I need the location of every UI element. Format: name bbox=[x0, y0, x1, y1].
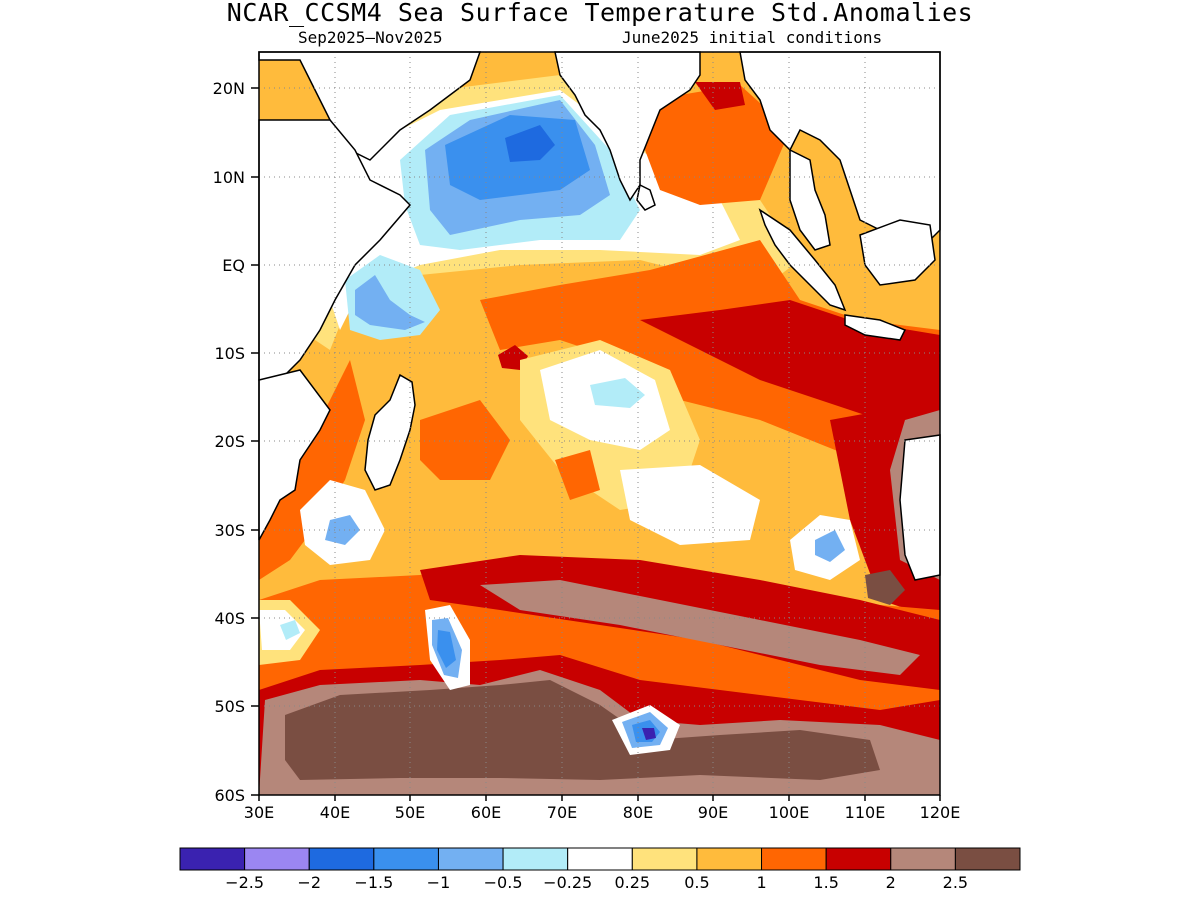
colorbar-label: −2.5 bbox=[225, 873, 264, 892]
plot-frame bbox=[258, 51, 941, 796]
lon-label: 30E bbox=[244, 803, 274, 822]
colorbar-swatch bbox=[761, 847, 827, 871]
colorbar-label: −0.5 bbox=[484, 873, 523, 892]
lat-label: 30S bbox=[214, 521, 245, 540]
lat-label: 40S bbox=[214, 609, 245, 628]
lon-label: 80E bbox=[623, 803, 653, 822]
graticule bbox=[259, 52, 940, 795]
colorbar-label: 2.5 bbox=[943, 873, 968, 892]
colorbar-label: −0.25 bbox=[543, 873, 592, 892]
india-land bbox=[554, 51, 701, 202]
colorbar-swatch bbox=[890, 847, 956, 871]
lat-label: 20S bbox=[214, 432, 245, 451]
lon-label: 70E bbox=[547, 803, 577, 822]
sumatra-land bbox=[758, 208, 847, 312]
contour-madagascar-orange bbox=[420, 400, 510, 480]
madagascar-land bbox=[364, 373, 416, 491]
colorbar-swatch bbox=[437, 847, 504, 871]
colorbar-swatch bbox=[954, 847, 1021, 871]
longitude-labels: 30E 40E 50E 60E 70E 80E 90E 100E 110E 12… bbox=[244, 803, 961, 822]
lat-label: 10S bbox=[214, 344, 245, 363]
colorbar-label: 2 bbox=[886, 873, 896, 892]
contour-southern-darkbrown bbox=[285, 680, 880, 780]
colorbar-label: −1.5 bbox=[354, 873, 393, 892]
latitude-labels: 20N 10N EQ 10S 20S 30S 40S 50S 60S bbox=[213, 79, 245, 805]
contour-central-cyan bbox=[590, 378, 645, 408]
lat-label: 60S bbox=[214, 786, 245, 805]
colorbar-label: −1 bbox=[427, 873, 451, 892]
colorbar-swatch bbox=[179, 847, 246, 871]
australia-land bbox=[899, 434, 941, 581]
contour-kerguelen-darkblue bbox=[437, 630, 456, 668]
contour-east-blue-blob bbox=[815, 530, 845, 562]
map-title: NCAR_CCSM4 Sea Surface Temperature Std.A… bbox=[226, 0, 974, 27]
lon-label: 90E bbox=[698, 803, 728, 822]
colorbar-swatch bbox=[502, 847, 569, 871]
contour-south-cold-purple bbox=[642, 728, 656, 740]
tick-marks bbox=[251, 87, 941, 801]
contour-mascarene-orange bbox=[555, 450, 600, 500]
initial-conditions: June2025 initial conditions bbox=[622, 28, 883, 47]
lon-label: 110E bbox=[845, 803, 886, 822]
contour-bengal-red bbox=[695, 82, 745, 110]
colorbar-swatch bbox=[244, 847, 310, 871]
java-land bbox=[844, 314, 907, 341]
africa-arabia-land bbox=[258, 51, 482, 161]
borneo-land bbox=[859, 219, 936, 286]
malay-peninsula-land bbox=[789, 148, 831, 251]
contour-south-central-white bbox=[620, 465, 760, 545]
colorbar-label: 1.5 bbox=[813, 873, 838, 892]
forecast-period: Sep2025–Nov2025 bbox=[298, 28, 443, 47]
contour-sw-australia-brown bbox=[865, 570, 905, 605]
lon-label: 120E bbox=[920, 803, 961, 822]
lat-label: 50S bbox=[214, 697, 245, 716]
colorbar-label: 0.25 bbox=[614, 873, 650, 892]
contour-south-blue-west bbox=[280, 620, 300, 640]
colorbar-swatch bbox=[696, 847, 763, 871]
lon-label: 60E bbox=[471, 803, 501, 822]
contour-south-brown-band bbox=[480, 580, 920, 675]
lon-label: 100E bbox=[769, 803, 810, 822]
lat-label: 10N bbox=[213, 168, 245, 187]
contour-somalia-blue bbox=[355, 275, 425, 330]
land-masses bbox=[258, 51, 941, 581]
colorbar: −2.5 −2 −1.5 −1 −0.5 −0.25 0.25 0.5 1 1.5 2 2.5 bbox=[179, 847, 1021, 892]
lon-label: 40E bbox=[320, 803, 350, 822]
colorbar-swatch bbox=[308, 847, 375, 871]
colorbar-swatch bbox=[631, 847, 698, 871]
lat-label: EQ bbox=[222, 256, 245, 275]
colorbar-swatch bbox=[373, 847, 439, 871]
colorbar-label: 0.5 bbox=[684, 873, 709, 892]
colorbar-label: −2 bbox=[297, 873, 321, 892]
colorbar-swatch bbox=[567, 847, 633, 871]
contour-bengal-orange bbox=[645, 85, 790, 205]
lon-label: 50E bbox=[395, 803, 425, 822]
contour-mozambique-blue bbox=[325, 515, 360, 545]
lat-label: 20N bbox=[213, 79, 245, 98]
contour-arabian-darkblue bbox=[505, 125, 555, 162]
colorbar-label: 1 bbox=[756, 873, 766, 892]
contour-mozambique-orange bbox=[259, 360, 365, 580]
colorbar-swatch bbox=[825, 847, 892, 871]
